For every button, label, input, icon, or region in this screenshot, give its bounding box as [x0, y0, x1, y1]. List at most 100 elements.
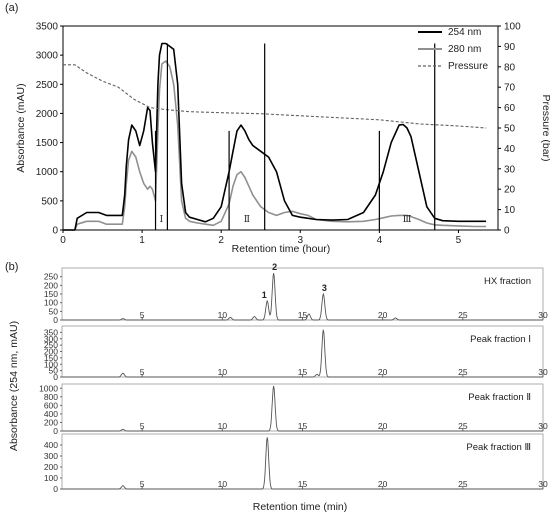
subplot-x-tick-label: 25	[458, 310, 468, 320]
subplot-y-tick-label: 600	[44, 400, 58, 410]
subplot-y-tick-label: 200	[44, 417, 58, 427]
panel-a-label: (a)	[5, 2, 18, 14]
y-tick-label: 2000	[36, 109, 59, 120]
y2-tick-label: 90	[504, 42, 516, 53]
subplot-y-tick-label: 200	[44, 280, 58, 290]
panel-b-label: (b)	[5, 261, 18, 273]
subplot-y-tick-label: 1000	[39, 383, 58, 393]
panel-a-plot-frame	[62, 25, 499, 231]
series-line-pressure	[63, 64, 487, 129]
subplot-x-tick-label: 5	[140, 421, 145, 431]
subplot-y-tick-label: 800	[44, 392, 58, 402]
y-tick-label: 2500	[36, 80, 59, 91]
chromatogram-trace	[62, 437, 543, 490]
peak-number-label: 3	[322, 283, 327, 293]
subplot-x-tick-label: 25	[458, 479, 468, 489]
subplot-y-tick-label: 0	[53, 315, 58, 325]
subplot-label: Peak fraction Ⅱ	[468, 392, 531, 403]
panel-a-y-axis-label: Absorbance (mAU)	[15, 83, 27, 172]
y-tick-label: 1500	[36, 138, 59, 149]
x-tick-label: 1	[139, 235, 145, 246]
subplot-y-tick-label: 150	[44, 353, 58, 363]
subplot-y-tick-label: 150	[44, 289, 58, 299]
y2-tick-label: 50	[504, 124, 516, 135]
subplot-label: HX fraction	[484, 276, 531, 287]
y-tick-label: 3500	[36, 22, 59, 33]
subplot-y-tick-label: 300	[44, 451, 58, 461]
subplot-y-tick-label: 100	[44, 473, 58, 483]
y2-tick-label: 30	[504, 164, 516, 175]
legend-label-pressure: Pressure	[448, 61, 488, 72]
y-tick-label: 3000	[36, 51, 59, 62]
y2-tick-label: 70	[504, 83, 516, 94]
subplot-x-tick-label: 15	[298, 479, 308, 489]
subplot-x-tick-label: 30	[538, 421, 548, 431]
y2-tick-label: 60	[504, 103, 516, 114]
subplot-y-tick-label: 50	[49, 306, 59, 316]
subplot-y-tick-label: 250	[44, 272, 58, 282]
legend-label-254nm: 254 nm	[448, 27, 481, 38]
panel-a-plot-area: Ⅰ Ⅱ Ⅲ	[63, 42, 487, 231]
panel-a-legend: 254 nm 280 nm Pressure	[418, 27, 488, 72]
subplot-y-tick-label: 200	[44, 347, 58, 357]
subplot-y-tick-label: 50	[49, 366, 59, 376]
panel-b-x-axis-label: Retention time (min)	[253, 501, 348, 513]
subplot-x-tick-label: 5	[140, 367, 145, 377]
x-tick-label: 5	[456, 235, 462, 246]
subplot-label: Peak fraction Ⅲ	[466, 442, 531, 453]
fraction-label-2: Ⅱ	[244, 215, 250, 225]
panel-b-y-axis-label: Absorbance (254 nm, mAU)	[8, 321, 20, 451]
subplot-x-tick-label: 25	[458, 421, 468, 431]
subplot-y-tick-label: 0	[53, 426, 58, 436]
subplot-label: Peak fraction Ⅰ	[470, 334, 531, 345]
subplot-x-tick-label: 10	[218, 367, 228, 377]
series-line-254nm	[63, 42, 487, 231]
subplot-x-tick-label: 10	[218, 421, 228, 431]
x-tick-label: 3	[297, 235, 303, 246]
subplot-x-tick-label: 10	[218, 310, 228, 320]
panel-a-y2-axis-label: Pressure (bar)	[540, 94, 550, 161]
x-tick-label: 0	[60, 235, 66, 246]
subplot-x-tick-label: 15	[298, 421, 308, 431]
subplot-x-tick-label: 20	[378, 367, 388, 377]
subplot-y-tick-label: 100	[44, 298, 58, 308]
subplot-y-tick-label: 0	[53, 372, 58, 382]
x-tick-label: 2	[218, 235, 224, 246]
subplot-y-tick-label: 100	[44, 359, 58, 369]
fraction-label-1: Ⅰ	[160, 215, 164, 225]
subplot-x-tick-label: 15	[298, 367, 308, 377]
subplot-x-tick-label: 30	[538, 479, 548, 489]
y-tick-label: 500	[41, 196, 58, 207]
subplot-x-tick-label: 15	[298, 310, 308, 320]
y2-tick-label: 100	[504, 22, 521, 33]
subplot-y-tick-label: 350	[44, 327, 58, 337]
y2-tick-label: 10	[504, 205, 516, 216]
subplot-y-tick-label: 250	[44, 340, 58, 350]
subplot-x-tick-label: 25	[458, 367, 468, 377]
x-tick-label: 4	[377, 235, 383, 246]
panel-a-x-axis-label: Retention time (hour)	[232, 243, 331, 255]
y2-tick-label: 0	[504, 226, 510, 237]
subplot-x-tick-label: 30	[538, 367, 548, 377]
y2-tick-label: 20	[504, 185, 516, 196]
peak-number-label: 2	[272, 262, 277, 272]
chromatogram-trace	[62, 386, 543, 432]
fraction-label-3: Ⅲ	[403, 215, 412, 225]
subplot-x-tick-label: 5	[140, 310, 145, 320]
series-line-280nm	[63, 60, 487, 231]
y2-tick-label: 80	[504, 62, 516, 73]
subplot-y-tick-label: 400	[44, 440, 58, 450]
subplot-x-tick-label: 10	[218, 479, 228, 489]
subplot-y-tick-label: 200	[44, 462, 58, 472]
subplot-y-tick-label: 400	[44, 409, 58, 419]
subplot-x-tick-label: 20	[378, 421, 388, 431]
legend-label-280nm: 280 nm	[448, 44, 481, 55]
